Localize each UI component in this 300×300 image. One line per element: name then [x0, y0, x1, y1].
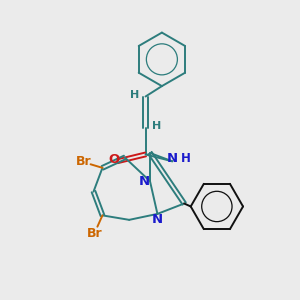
- Text: N: N: [139, 175, 150, 188]
- Text: H: H: [130, 90, 139, 100]
- Text: N: N: [152, 213, 163, 226]
- Text: Br: Br: [76, 155, 92, 168]
- Text: H: H: [152, 121, 161, 131]
- Text: N: N: [167, 152, 178, 165]
- Text: Br: Br: [87, 227, 103, 240]
- Text: H: H: [181, 152, 191, 165]
- Text: O: O: [109, 153, 120, 166]
